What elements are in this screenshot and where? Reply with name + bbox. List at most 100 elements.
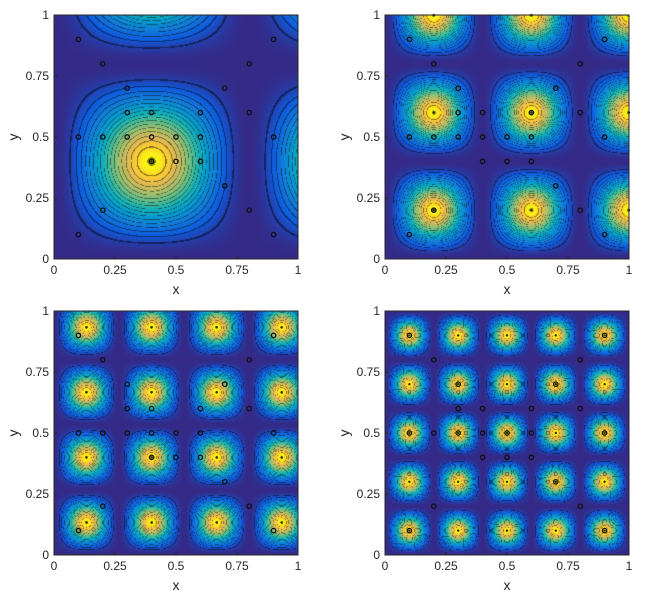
y-tick-label-2: 0.25 bbox=[26, 191, 50, 205]
peak-marker-5 bbox=[85, 456, 88, 459]
y-tick-label-3: 0.5 bbox=[32, 130, 49, 144]
sample-point-6 bbox=[552, 381, 559, 388]
y-tick-label-5: 1 bbox=[373, 8, 380, 22]
sample-point-4 bbox=[246, 356, 253, 363]
sample-point-5 bbox=[124, 85, 131, 92]
sample-point-10 bbox=[124, 430, 131, 436]
peak-marker-18 bbox=[505, 383, 509, 386]
peak-marker-1 bbox=[408, 529, 411, 532]
sample-point-1 bbox=[75, 332, 82, 339]
sample-point-1 bbox=[406, 332, 413, 339]
sample-point-2 bbox=[430, 60, 437, 67]
peak-marker-3 bbox=[432, 111, 435, 114]
sample-point-13 bbox=[173, 430, 179, 436]
x-tick-label-2: 0.25 bbox=[103, 559, 127, 573]
sample-point-14 bbox=[504, 454, 510, 461]
x-axis-label: x bbox=[173, 281, 180, 297]
sample-point-1 bbox=[75, 36, 82, 43]
sample-point-3 bbox=[601, 332, 608, 339]
y-axis-label: y bbox=[5, 134, 21, 141]
peak-marker-2 bbox=[457, 529, 460, 532]
sample-point-3 bbox=[601, 36, 608, 43]
sample-point-13 bbox=[173, 134, 179, 140]
x-tick-label-1: 0 bbox=[51, 559, 58, 573]
sample-point-24 bbox=[246, 503, 253, 510]
sample-point-9 bbox=[455, 109, 462, 116]
sample-point-3 bbox=[270, 36, 277, 43]
sample-point-7 bbox=[406, 134, 413, 140]
peak-marker-17 bbox=[457, 383, 460, 386]
sample-point-6 bbox=[221, 85, 228, 92]
sample-point-22 bbox=[406, 231, 413, 238]
x-tick-label-5: 1 bbox=[295, 263, 302, 277]
sample-point-18 bbox=[148, 454, 155, 461]
sample-point-13 bbox=[504, 134, 510, 140]
sample-point-19 bbox=[221, 478, 228, 485]
peak-marker-6 bbox=[408, 480, 411, 483]
peak-marker-5 bbox=[603, 529, 606, 532]
peak-marker-15 bbox=[603, 431, 606, 435]
sample-point-20 bbox=[577, 109, 584, 116]
peak-marker-8 bbox=[505, 480, 509, 483]
sample-point-8 bbox=[99, 430, 106, 436]
x-tick-label-4: 0.75 bbox=[556, 263, 580, 277]
sample-point-25 bbox=[270, 231, 277, 238]
peak-marker-6 bbox=[150, 456, 153, 459]
x-tick-label-5: 1 bbox=[626, 263, 633, 277]
sample-point-15 bbox=[528, 405, 535, 412]
y-tick-label-1: 0 bbox=[373, 252, 380, 266]
peak-marker-2 bbox=[530, 209, 533, 212]
peak-marker-14 bbox=[554, 431, 557, 435]
sample-point-23 bbox=[430, 503, 437, 510]
sample-point-2 bbox=[99, 60, 106, 67]
panel-2: 00 0.25 0.25 0.5 0.5 0.75 0.75 1 1 x y bbox=[336, 8, 633, 297]
sample-point-5 bbox=[455, 381, 462, 388]
peak-marker-10 bbox=[603, 480, 606, 483]
panel-4: 00 0.25 0.25 0.5 0.5 0.75 0.75 1 1 x y bbox=[336, 304, 633, 593]
peak-marker-12 bbox=[457, 431, 460, 435]
x-tick-label-3: 0.5 bbox=[168, 559, 185, 573]
peak-marker-14 bbox=[150, 326, 153, 329]
peak-marker-16 bbox=[280, 326, 283, 329]
sample-point-8 bbox=[430, 134, 437, 140]
sample-point-9 bbox=[124, 405, 131, 412]
sample-point-24 bbox=[577, 503, 584, 510]
sample-point-5 bbox=[124, 381, 131, 388]
sample-point-17 bbox=[197, 454, 204, 461]
sample-point-23 bbox=[430, 207, 437, 214]
sample-point-17 bbox=[197, 158, 204, 165]
y-tick-label-4: 0.75 bbox=[26, 69, 50, 83]
peak-marker-8 bbox=[280, 456, 283, 459]
sample-point-8 bbox=[430, 430, 437, 436]
peak-marker-25 bbox=[603, 334, 606, 337]
sample-point-1 bbox=[406, 36, 413, 43]
peak-marker-15 bbox=[215, 326, 218, 329]
y-tick-label-1: 0 bbox=[373, 548, 380, 562]
sample-point-19 bbox=[552, 478, 559, 485]
sample-point-2 bbox=[99, 356, 106, 363]
sample-point-22 bbox=[406, 527, 413, 534]
sample-point-24 bbox=[246, 207, 253, 214]
x-tick-label-3: 0.5 bbox=[168, 263, 185, 277]
y-tick-label-4: 0.75 bbox=[26, 365, 50, 379]
sample-point-19 bbox=[221, 182, 228, 189]
peak-marker-20 bbox=[603, 383, 606, 386]
y-tick-label-2: 0.25 bbox=[357, 191, 381, 205]
x-tick-label-3: 0.5 bbox=[499, 559, 516, 573]
x-tick-label-4: 0.75 bbox=[225, 559, 249, 573]
peak-marker-3 bbox=[215, 521, 218, 524]
sample-point-22 bbox=[75, 527, 82, 534]
x-tick-label-4: 0.75 bbox=[556, 559, 580, 573]
sample-point-12 bbox=[479, 430, 486, 436]
peak-marker-2 bbox=[150, 521, 153, 524]
sample-point-2 bbox=[430, 356, 437, 363]
y-tick-label-4: 0.75 bbox=[357, 69, 381, 83]
x-tick-label-3: 0.5 bbox=[499, 263, 516, 277]
y-tick-label-4: 0.75 bbox=[357, 365, 381, 379]
heatmap-surface bbox=[54, 15, 298, 259]
peak-marker-7 bbox=[215, 456, 218, 459]
peak-marker-11 bbox=[408, 431, 411, 435]
y-tick-label-2: 0.25 bbox=[26, 487, 50, 501]
peak-marker-24 bbox=[554, 334, 557, 337]
sample-point-25 bbox=[601, 527, 608, 534]
